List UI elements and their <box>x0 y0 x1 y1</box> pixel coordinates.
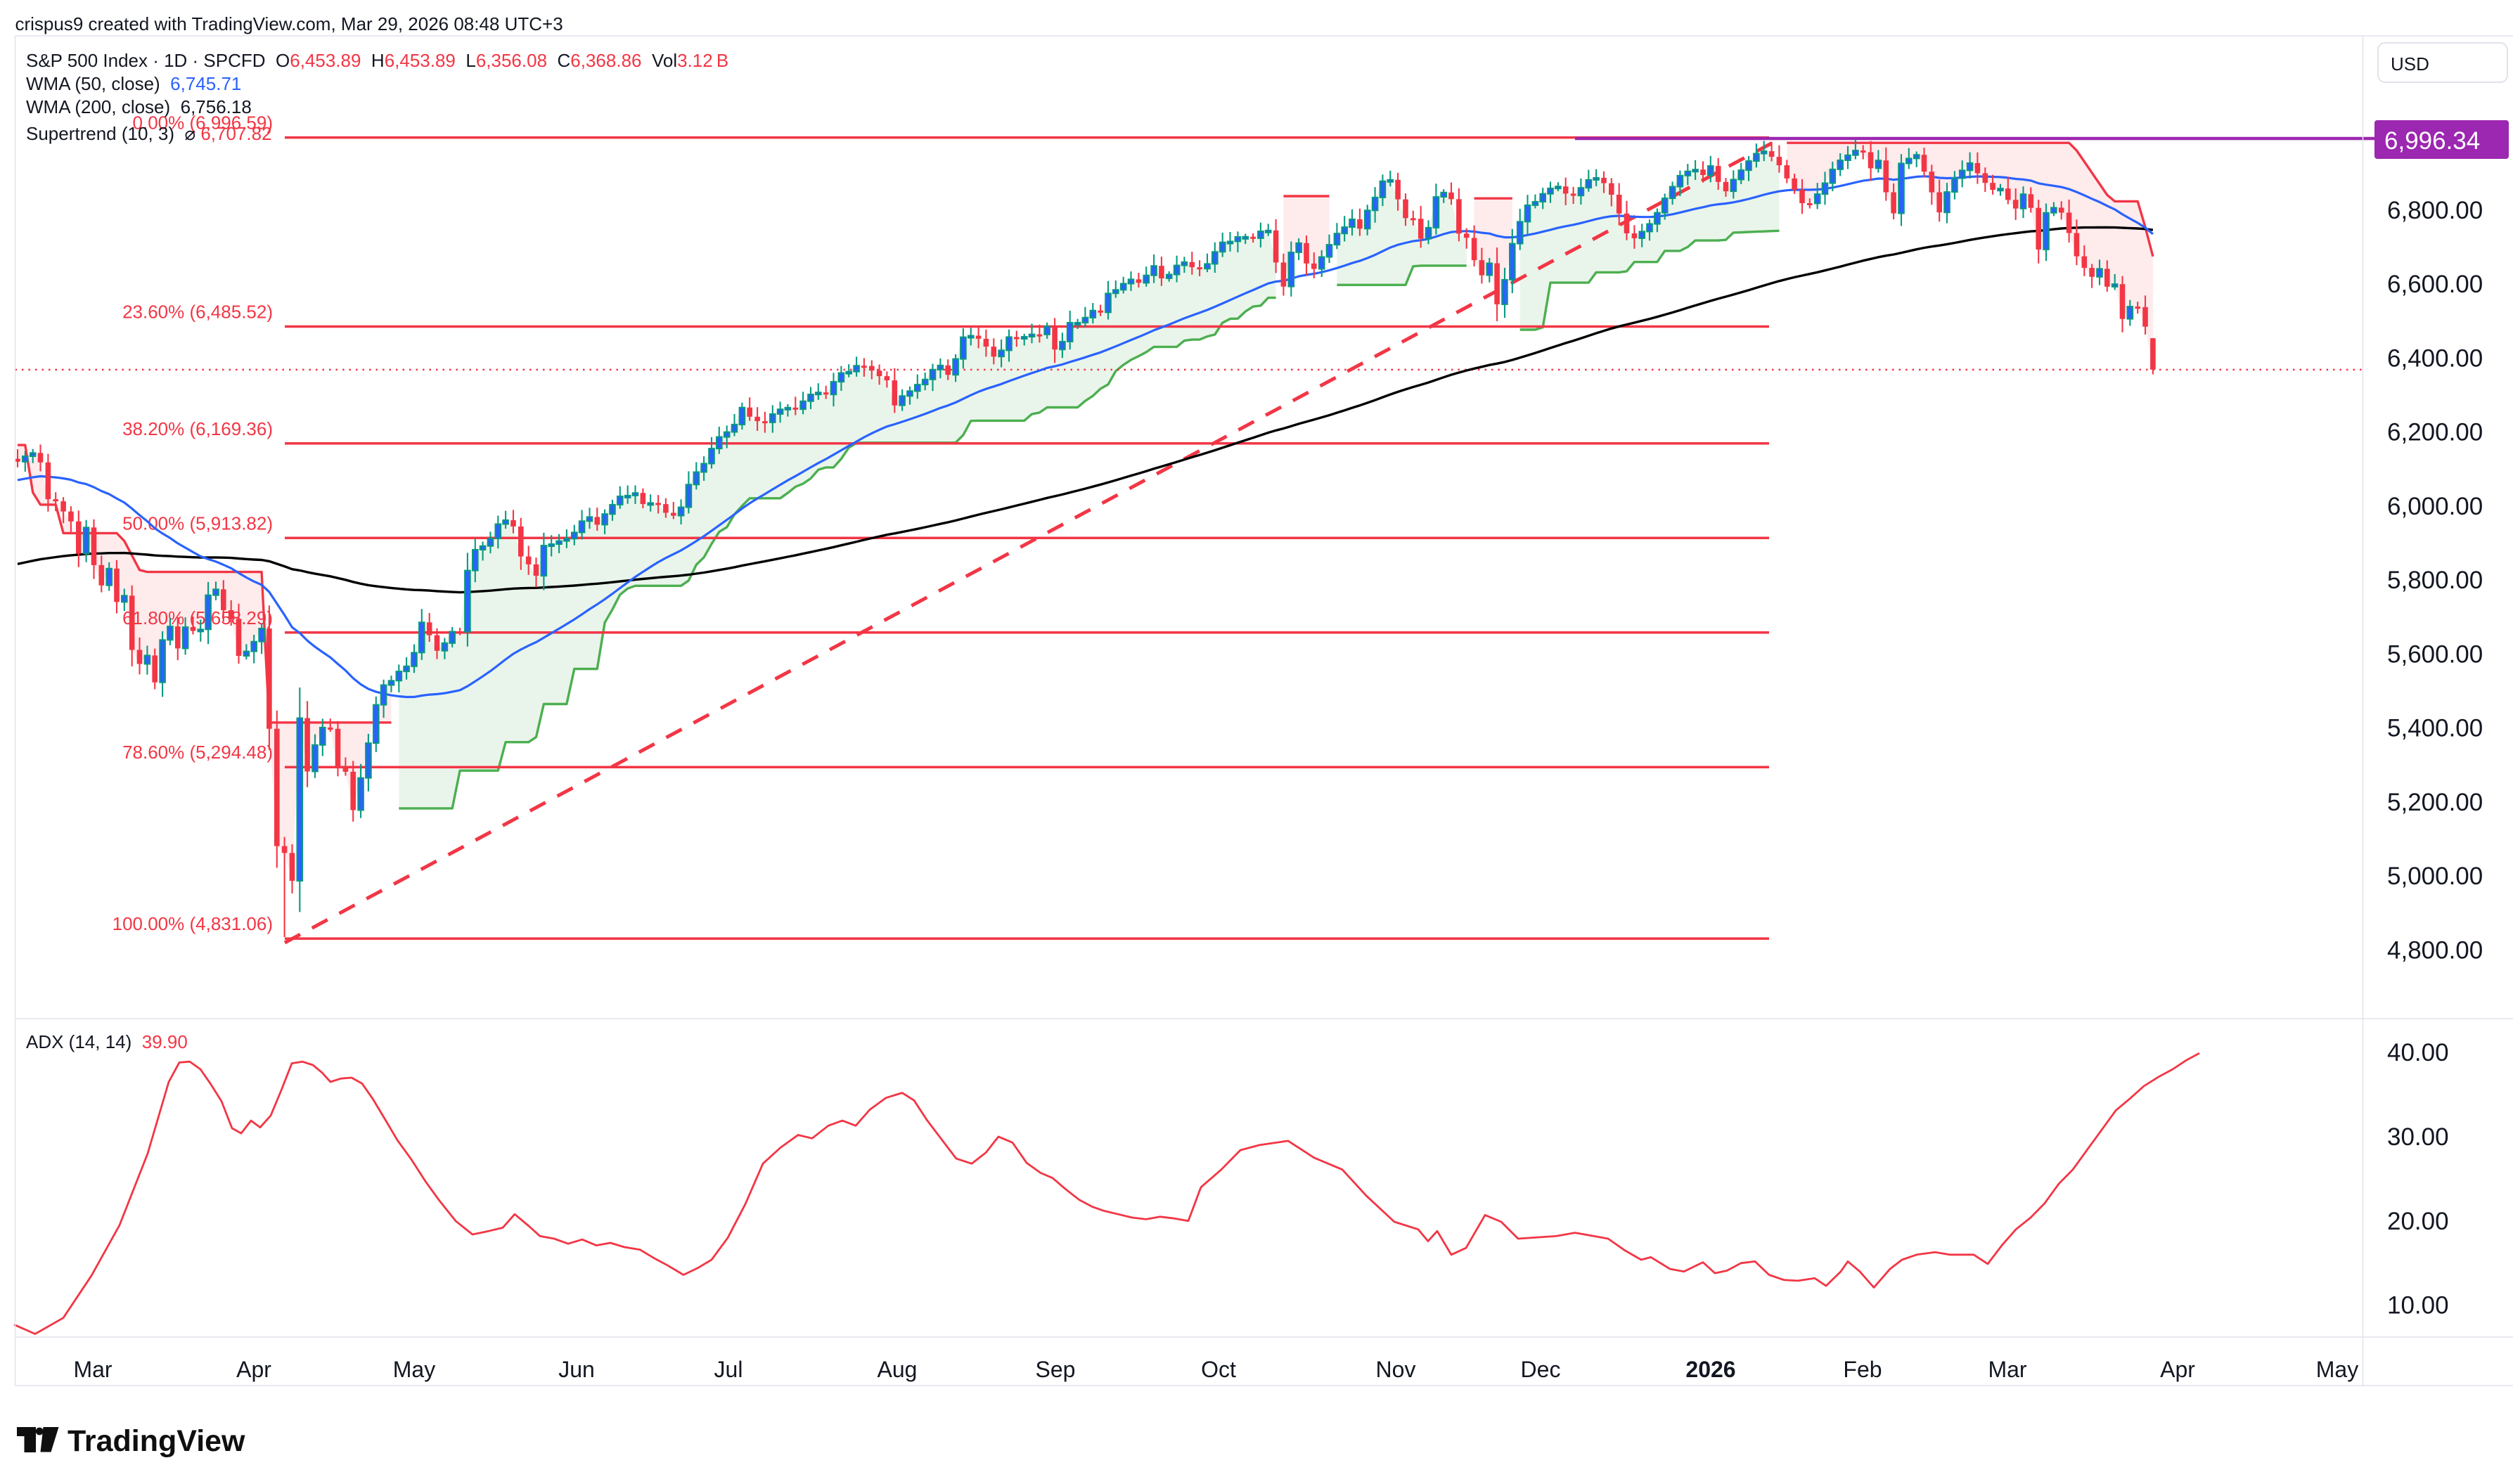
svg-text:crispus9 created with TradingV: crispus9 created with TradingView.com, M… <box>15 13 563 34</box>
svg-text:6,200.00: 6,200.00 <box>2387 419 2483 446</box>
svg-text:100.00% (4,831.06): 100.00% (4,831.06) <box>113 913 273 934</box>
svg-text:ADX (14, 14) 39.90: ADX (14, 14) 39.90 <box>26 1031 188 1052</box>
svg-text:Mar: Mar <box>73 1357 112 1382</box>
svg-text:Apr: Apr <box>2160 1357 2195 1382</box>
svg-text:6,800.00: 6,800.00 <box>2387 197 2483 224</box>
svg-text:6,000.00: 6,000.00 <box>2387 493 2483 520</box>
svg-text:WMA (50, close) 6,745.71: WMA (50, close) 6,745.71 <box>26 73 241 94</box>
svg-text:Mar: Mar <box>1988 1357 2026 1382</box>
svg-text:Sep: Sep <box>1036 1357 1076 1382</box>
svg-text:Jul: Jul <box>714 1357 743 1382</box>
svg-text:USD: USD <box>2391 53 2429 75</box>
svg-text:5,400.00: 5,400.00 <box>2387 715 2483 742</box>
svg-text:5,600.00: 5,600.00 <box>2387 640 2483 668</box>
svg-text:Feb: Feb <box>1843 1357 1882 1382</box>
svg-text:6,996.34: 6,996.34 <box>2384 127 2480 155</box>
svg-text:78.60% (5,294.48): 78.60% (5,294.48) <box>122 742 273 763</box>
svg-text:Dec: Dec <box>1521 1357 1561 1382</box>
svg-text:4,800.00: 4,800.00 <box>2387 936 2483 964</box>
svg-text:5,000.00: 5,000.00 <box>2387 863 2483 890</box>
svg-text:Aug: Aug <box>878 1357 918 1382</box>
svg-text:20.00: 20.00 <box>2387 1208 2449 1235</box>
svg-text:S&P 500 Index · 1D · SPCFD O6: S&P 500 Index · 1D · SPCFD O6,453.89 H6,… <box>26 50 728 71</box>
svg-text:10.00: 10.00 <box>2387 1292 2449 1320</box>
svg-text:Jun: Jun <box>558 1357 595 1382</box>
svg-text:Oct: Oct <box>1201 1357 1236 1382</box>
svg-text:May: May <box>393 1357 435 1382</box>
svg-text:50.00% (5,913.82): 50.00% (5,913.82) <box>122 512 273 534</box>
svg-text:38.20% (6,169.36): 38.20% (6,169.36) <box>122 418 273 439</box>
svg-text:2026: 2026 <box>1685 1357 1735 1382</box>
svg-text:61.80% (5,658.29): 61.80% (5,658.29) <box>122 607 273 628</box>
svg-text:WMA (200, close) 6,756.18: WMA (200, close) 6,756.18 <box>26 96 252 117</box>
svg-text:0.00% (6,996.59): 0.00% (6,996.59) <box>133 112 273 134</box>
svg-text:5,800.00: 5,800.00 <box>2387 567 2483 594</box>
svg-text:30.00: 30.00 <box>2387 1123 2449 1151</box>
svg-text:Nov: Nov <box>1376 1357 1416 1382</box>
svg-text:23.60% (6,485.52): 23.60% (6,485.52) <box>122 302 273 323</box>
svg-text:Apr: Apr <box>236 1357 271 1382</box>
svg-text:40.00: 40.00 <box>2387 1039 2449 1066</box>
svg-text:6,600.00: 6,600.00 <box>2387 271 2483 298</box>
svg-text:TradingView: TradingView <box>68 1424 245 1458</box>
svg-text:May: May <box>2316 1357 2358 1382</box>
svg-text:Supertrend (10, 3) ⌀ 6,707.82: Supertrend (10, 3) ⌀ 6,707.82 <box>26 123 272 144</box>
svg-text:5,200.00: 5,200.00 <box>2387 789 2483 816</box>
svg-text:6,400.00: 6,400.00 <box>2387 345 2483 373</box>
